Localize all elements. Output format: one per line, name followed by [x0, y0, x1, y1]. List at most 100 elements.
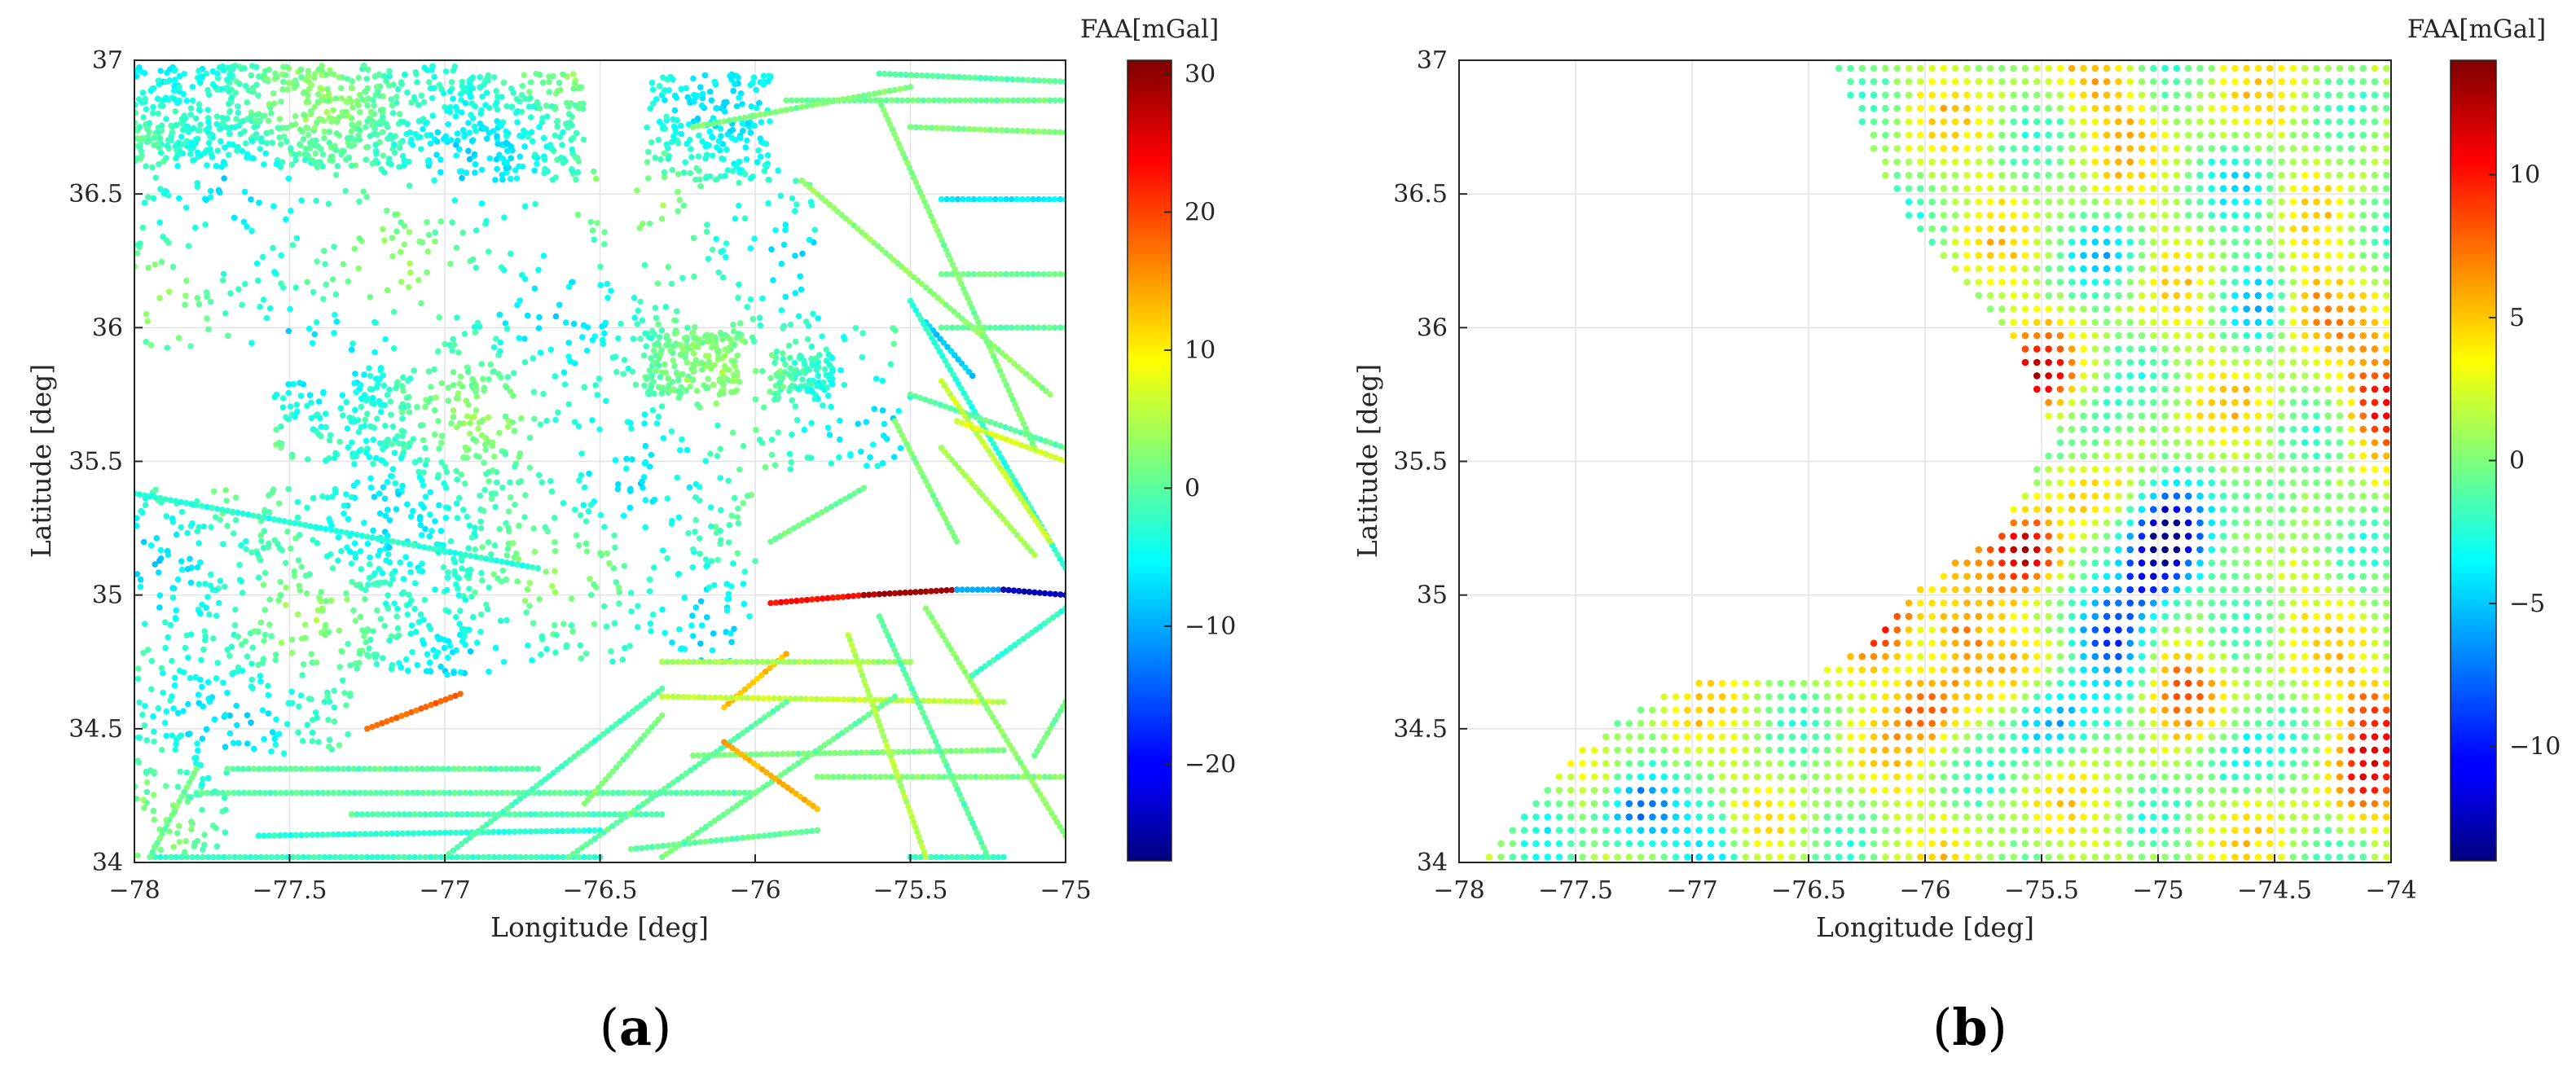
data-point — [776, 695, 783, 702]
data-point — [194, 837, 201, 845]
data-point — [302, 634, 309, 642]
data-point — [398, 81, 405, 88]
data-point — [943, 324, 950, 331]
data-point — [738, 659, 745, 665]
data-point — [658, 347, 665, 353]
data-point — [1057, 129, 1064, 136]
data-point — [565, 340, 573, 346]
data-point — [750, 695, 756, 701]
data-point — [314, 120, 320, 126]
data-point — [263, 853, 270, 861]
data-point — [437, 663, 444, 670]
data-point — [787, 466, 794, 472]
data-point — [239, 590, 246, 596]
data-point — [522, 492, 529, 498]
data-point — [503, 139, 510, 147]
data-point — [278, 99, 284, 105]
data-point — [635, 603, 641, 609]
data-point — [385, 507, 391, 513]
data-point — [262, 112, 268, 119]
data-point — [957, 698, 965, 704]
data-point — [522, 828, 529, 835]
data-point — [201, 149, 209, 156]
data-point — [453, 395, 460, 401]
data-point — [176, 147, 183, 154]
data-point — [240, 789, 248, 796]
data-point — [678, 86, 685, 93]
data-point — [740, 442, 747, 450]
data-point — [473, 789, 479, 796]
data-point — [215, 186, 222, 194]
data-point — [292, 151, 299, 158]
data-point — [691, 273, 697, 280]
data-point — [138, 152, 145, 159]
data-point — [967, 774, 974, 780]
data-point — [686, 484, 693, 491]
data-point — [494, 479, 500, 486]
data-point — [963, 698, 969, 705]
data-point — [410, 507, 416, 515]
data-point — [301, 151, 309, 158]
data-point — [407, 561, 413, 568]
data-point — [267, 129, 275, 135]
data-point — [505, 524, 512, 531]
data-point — [709, 246, 716, 253]
data-point — [468, 534, 476, 541]
data-point — [386, 517, 393, 524]
data-point — [219, 789, 226, 796]
data-point — [187, 112, 194, 118]
data-point — [499, 567, 507, 574]
data-point — [384, 437, 391, 445]
data-point — [1035, 324, 1042, 331]
data-point — [691, 694, 697, 700]
data-point — [425, 231, 433, 239]
data-point — [210, 488, 218, 495]
data-point — [715, 354, 722, 361]
data-point — [1000, 699, 1007, 705]
data-point — [479, 577, 486, 584]
data-point — [748, 751, 754, 758]
data-point — [1008, 195, 1015, 203]
data-point — [270, 100, 278, 107]
data-point — [389, 235, 396, 242]
data-point — [503, 552, 511, 559]
data-point — [135, 665, 142, 672]
data-point — [170, 705, 177, 712]
data-point — [1019, 324, 1026, 331]
data-point — [185, 654, 191, 661]
data-point — [785, 342, 793, 349]
data-point — [753, 427, 759, 433]
data-point — [568, 100, 574, 107]
data-point — [675, 693, 682, 700]
data-point — [530, 388, 538, 396]
data-point — [134, 109, 139, 116]
data-point — [715, 348, 723, 355]
data-point — [180, 90, 187, 98]
data-point — [791, 659, 798, 665]
data-point — [280, 750, 288, 757]
data-point — [508, 103, 516, 110]
data-point — [457, 608, 464, 614]
data-point — [394, 86, 402, 93]
data-point — [1003, 324, 1009, 331]
data-point — [798, 286, 805, 293]
data-point — [418, 532, 425, 538]
data-point — [468, 76, 475, 83]
data-point — [442, 515, 450, 521]
data-point — [262, 569, 269, 577]
data-point — [271, 766, 279, 772]
panel-a: −78 −77.5 −77 −76.5 −76 −75.5 −75 3434.53535.5… — [25, 15, 1236, 1057]
data-point — [490, 853, 498, 861]
data-point — [459, 174, 465, 182]
data-point — [308, 766, 315, 772]
data-point — [722, 173, 728, 179]
data-point — [510, 393, 517, 399]
data-point — [185, 700, 191, 708]
data-point — [736, 281, 742, 288]
data-point — [574, 212, 582, 218]
data-point — [248, 72, 255, 79]
data-point — [1013, 195, 1021, 203]
data-point — [815, 315, 821, 322]
data-point — [660, 74, 666, 81]
data-point — [454, 314, 460, 321]
